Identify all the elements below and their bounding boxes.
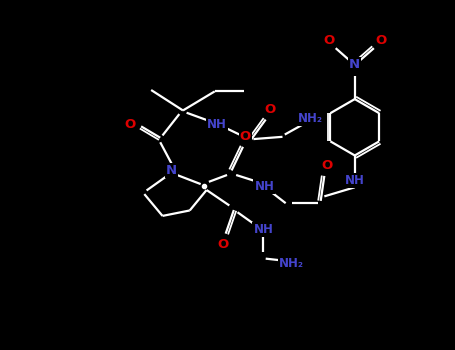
Text: O: O bbox=[323, 34, 334, 47]
Text: N: N bbox=[349, 58, 360, 71]
Text: O: O bbox=[240, 130, 251, 143]
Text: NH: NH bbox=[253, 223, 273, 236]
Text: O: O bbox=[375, 34, 386, 47]
Text: O: O bbox=[265, 103, 276, 116]
Text: NH: NH bbox=[254, 180, 274, 193]
Text: NH₂: NH₂ bbox=[298, 112, 323, 125]
Text: O: O bbox=[218, 238, 229, 252]
Text: NH: NH bbox=[345, 174, 365, 187]
Text: NH: NH bbox=[207, 118, 227, 131]
Text: N: N bbox=[166, 164, 177, 177]
Text: NH₂: NH₂ bbox=[279, 257, 304, 270]
Text: O: O bbox=[124, 118, 136, 131]
Text: O: O bbox=[321, 159, 332, 173]
